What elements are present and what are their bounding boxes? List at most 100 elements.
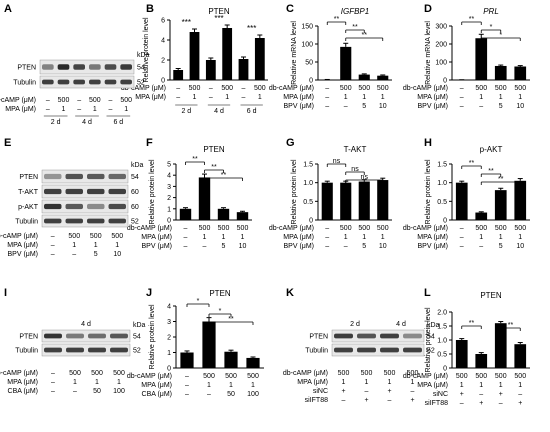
condition-value: 500 (90, 233, 102, 240)
blot-strip (41, 214, 129, 228)
bar (455, 340, 468, 368)
condition-label: MPA (μM) (135, 94, 166, 101)
bar (475, 212, 488, 220)
blot-row-label: PTEN (19, 334, 38, 341)
condition-label: CBA (μM) (8, 388, 38, 395)
y-tick-label: 0 (309, 78, 313, 85)
condition-value: 500 (495, 85, 507, 92)
condition-value: – (184, 225, 188, 232)
blot-row-label: Tubulin (15, 348, 38, 355)
kda-label: kDa (427, 322, 440, 329)
condition-label: BPV (μM) (284, 243, 314, 250)
condition-value: – (185, 373, 189, 380)
condition-value: 1 (207, 382, 211, 389)
condition-value: 500 (384, 370, 396, 377)
significance-label: ** (469, 16, 475, 23)
group-label: 4 d (82, 119, 92, 126)
chart-l: PTEN 0 0.5 1.0 1.5 2.0 Relative protein level *… (403, 291, 530, 407)
condition-value: – (388, 397, 392, 404)
bar (494, 323, 507, 368)
condition-value: 1 (362, 94, 366, 101)
y-tick-label: 300 (435, 24, 447, 31)
chart-b: PTEN 0 2 4 6 Relative protein level *** *** *** d… (121, 7, 268, 115)
y-tick-label: 1 (167, 206, 171, 213)
condition-value: – (51, 388, 55, 395)
bar (173, 70, 184, 80)
condition-value: 1 (342, 379, 346, 386)
chart-title: PTEN (209, 289, 231, 298)
significance-label: ** (488, 168, 494, 175)
significance-label: *** (182, 18, 191, 27)
condition-value: – (46, 97, 50, 104)
bar (254, 38, 265, 80)
condition-value: 500 (407, 370, 419, 377)
bar (217, 208, 230, 220)
blot-k: kDa PTEN 54 Tubulin 52 2 d 4 d db-cAMP (μM) 500 5… (283, 321, 440, 404)
condition-value: – (176, 94, 180, 101)
blot-strip (41, 184, 129, 199)
condition-value: 500 (340, 225, 352, 232)
blot-row-label: PTEN (309, 334, 328, 341)
blot-band (44, 333, 62, 339)
y-tick-label: 0 (167, 218, 171, 225)
kda-value: 52 (137, 80, 145, 87)
condition-label: MPA (μM) (7, 379, 38, 386)
bar (455, 182, 468, 220)
condition-value: 1 (251, 382, 255, 389)
significance-label: ** (469, 320, 475, 327)
significance-label: ns (333, 158, 341, 165)
condition-value: 10 (239, 243, 247, 250)
condition-value: 500 (254, 85, 266, 92)
condition-label: MPA (μM) (5, 106, 36, 113)
chart-h: p-AKT 0 0.5 1.0 1.5 Relative protein level ** *… (403, 145, 530, 250)
panel-label-c: C (286, 3, 294, 15)
condition-value: + (499, 391, 503, 398)
significance-label: ** (334, 16, 340, 23)
significance-label: ** (221, 172, 227, 179)
condition-value: – (479, 103, 483, 110)
blot-band (89, 79, 101, 85)
condition-value: 1 (229, 382, 233, 389)
bar (224, 351, 238, 368)
condition-label: siIFT88 (425, 400, 448, 407)
significance-label: ** (498, 176, 504, 183)
blot-strip (39, 59, 135, 75)
condition-value: – (325, 243, 329, 250)
blot-band (44, 347, 62, 353)
bar (236, 212, 249, 220)
group-label: 6 d (113, 119, 123, 126)
condition-value: 500 (203, 373, 215, 380)
condition-value: 500 (358, 85, 370, 92)
panel-label-e: E (4, 137, 11, 149)
blot-band (73, 64, 85, 70)
condition-label: MPA (μM) (417, 94, 448, 101)
bar (189, 32, 200, 80)
y-tick-label: 150 (301, 24, 313, 31)
significance-label: * (219, 308, 222, 315)
y-tick-label: 0 (309, 218, 313, 225)
y-tick-label: 4 (161, 38, 165, 45)
condition-value: 500 (68, 233, 80, 240)
condition-value: 10 (516, 103, 524, 110)
condition-value: 1 (499, 382, 503, 389)
y-axis-label: Relative protein level (149, 159, 156, 224)
condition-label: BPV (μM) (418, 243, 448, 250)
condition-label: db-cAMP (μM) (127, 225, 172, 232)
y-tick-label: 1.5 (437, 324, 447, 331)
condition-label: MPA (μM) (141, 382, 172, 389)
blot-band (66, 333, 84, 339)
condition-label: db-cAMP (μM) (127, 373, 172, 380)
blot-band (44, 188, 62, 195)
y-tick-label: 1 (167, 350, 171, 357)
condition-value: 500 (113, 370, 125, 377)
condition-value: 500 (89, 97, 101, 104)
blot-band (108, 218, 126, 224)
blot-row-label: Tubulin (15, 219, 38, 226)
condition-label: db-cAMP (μM) (403, 225, 448, 232)
condition-label: db-cAMP (μM) (283, 370, 328, 377)
condition-value: 500 (58, 97, 70, 104)
bar (321, 182, 333, 220)
blot-band (57, 64, 70, 70)
